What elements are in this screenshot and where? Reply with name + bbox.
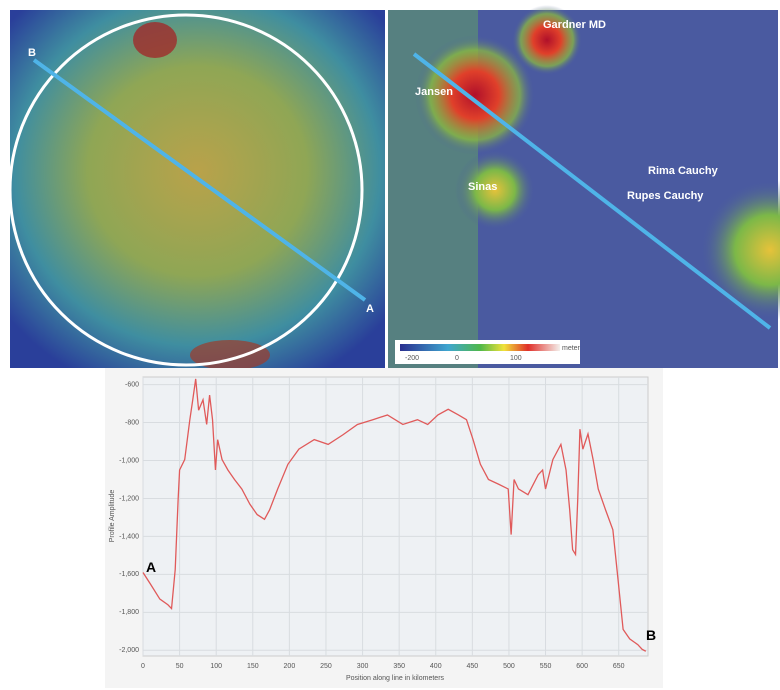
- x-tick-label: 200: [284, 663, 296, 670]
- x-tick-label: 450: [467, 663, 479, 670]
- left-map: B A: [10, 10, 385, 370]
- x-axis-label: Position along line in kilometers: [346, 675, 445, 682]
- map-label: Rima Cauchy: [648, 165, 719, 177]
- page: B A Gardner MD Jansen Sinas Rima Cauchy …: [0, 0, 780, 690]
- x-tick-label: 350: [393, 663, 405, 670]
- x-tick-label: 150: [247, 663, 259, 670]
- x-tick-label: 0: [141, 663, 145, 670]
- plot-area: [143, 377, 648, 656]
- x-tick-label: 50: [176, 663, 184, 670]
- x-tick-label: 500: [503, 663, 515, 670]
- annotation: A: [146, 559, 156, 575]
- x-tick-label: 250: [320, 663, 332, 670]
- y-tick-label: -1,000: [119, 457, 139, 464]
- colorbar-unit: meter: [562, 345, 581, 352]
- map-label: Sinas: [468, 181, 497, 193]
- crater: [512, 5, 582, 75]
- colorbar-tick: 100: [510, 355, 522, 362]
- crater: [133, 22, 177, 58]
- colorbar-box: [395, 340, 580, 364]
- colorbar-tick: 0: [455, 355, 459, 362]
- figure: B A Gardner MD Jansen Sinas Rima Cauchy …: [0, 0, 780, 690]
- map-label: Rupes Cauchy: [627, 190, 704, 202]
- x-tick-label: 400: [430, 663, 442, 670]
- y-tick-label: -1,600: [119, 571, 139, 578]
- y-tick-label: -600: [125, 381, 139, 388]
- map-label: Jansen: [415, 86, 453, 98]
- right-map: Gardner MD Jansen Sinas Rima Cauchy Rupe…: [388, 5, 780, 368]
- y-tick-label: -1,800: [119, 609, 139, 616]
- y-tick-label: -1,200: [119, 495, 139, 502]
- x-tick-label: 600: [576, 663, 588, 670]
- x-tick-label: 300: [357, 663, 369, 670]
- x-tick-label: 100: [210, 663, 222, 670]
- y-tick-label: -800: [125, 419, 139, 426]
- map-label: A: [366, 303, 374, 315]
- colorbar-tick: -200: [405, 355, 419, 362]
- colorbar: [400, 344, 560, 351]
- y-axis-label: Profile Amplitude: [109, 490, 116, 543]
- map-label: Gardner MD: [543, 19, 606, 31]
- y-tick-label: -2,000: [119, 647, 139, 654]
- map-label: B: [28, 47, 36, 59]
- x-tick-label: 550: [540, 663, 552, 670]
- annotation: B: [646, 627, 656, 643]
- y-tick-label: -1,400: [119, 533, 139, 540]
- x-tick-label: 650: [613, 663, 625, 670]
